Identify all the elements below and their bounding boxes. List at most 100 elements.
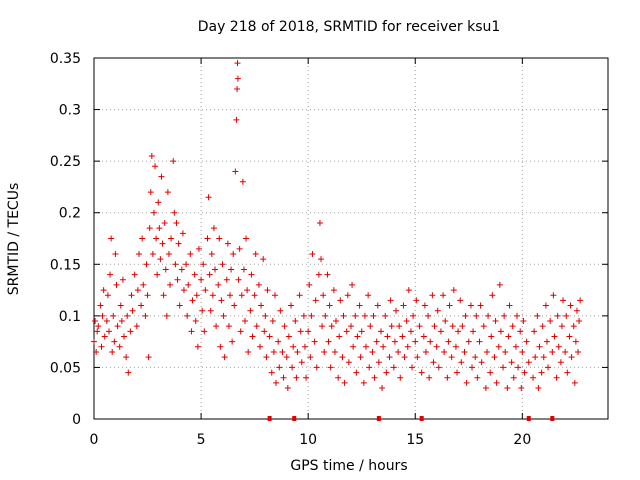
data-point (449, 323, 456, 330)
gap-markers (267, 416, 555, 421)
data-point (117, 302, 124, 309)
data-point (91, 338, 97, 345)
data-point (450, 287, 457, 294)
data-point (496, 281, 503, 288)
data-point (407, 328, 414, 335)
y-tick-label: 0.3 (59, 103, 81, 119)
data-point (380, 343, 387, 350)
data-point (365, 292, 372, 299)
data-point (290, 343, 297, 350)
data-point (366, 364, 373, 371)
data-point (303, 374, 310, 381)
data-point (315, 271, 322, 278)
data-point (348, 323, 354, 330)
data-point (331, 348, 338, 355)
data-point (248, 271, 255, 278)
data-point (275, 338, 282, 345)
data-point (97, 302, 104, 309)
data-point (183, 261, 190, 268)
data-point (328, 323, 335, 330)
data-point (462, 312, 469, 319)
data-point (384, 333, 391, 340)
data-point (429, 292, 436, 299)
data-point (560, 297, 567, 304)
data-point (173, 220, 180, 227)
data-point (131, 271, 138, 278)
data-point (149, 250, 156, 257)
data-point (200, 261, 207, 268)
data-point (375, 359, 382, 366)
data-point (316, 220, 323, 227)
data-point (269, 318, 276, 325)
data-point (237, 328, 244, 335)
data-point (341, 379, 348, 386)
data-point (241, 318, 248, 325)
data-point (463, 379, 470, 386)
data-point (144, 292, 151, 299)
data-point (179, 230, 186, 237)
data-point (176, 302, 183, 309)
data-point (340, 312, 347, 319)
data-point (150, 209, 157, 216)
data-point (289, 364, 296, 371)
data-point (430, 359, 437, 366)
data-point (116, 343, 123, 350)
data-point (270, 348, 277, 355)
data-point (180, 287, 187, 294)
data-point (500, 364, 507, 371)
data-point (354, 333, 361, 340)
data-point (404, 343, 411, 350)
data-point (550, 292, 557, 299)
data-point (572, 338, 579, 345)
data-point (306, 281, 313, 288)
data-point (100, 287, 107, 294)
data-point (233, 116, 240, 123)
data-point (188, 328, 195, 335)
data-point (253, 323, 260, 330)
data-point (324, 271, 331, 278)
data-point (485, 312, 492, 319)
data-point (251, 292, 258, 299)
data-point (477, 302, 484, 309)
data-point (330, 287, 337, 294)
data-point (326, 302, 333, 309)
data-point (567, 302, 574, 309)
data-point (213, 323, 220, 330)
data-point (296, 292, 303, 299)
data-point (344, 292, 351, 299)
data-point (104, 292, 111, 299)
data-point (266, 333, 273, 340)
gap-marker (526, 416, 531, 421)
data-point (143, 261, 150, 268)
data-point (119, 276, 126, 283)
data-point (390, 364, 397, 371)
data-point (191, 271, 198, 278)
data-point (531, 328, 538, 335)
data-point (236, 245, 243, 252)
data-point (118, 318, 125, 325)
data-point (247, 307, 254, 314)
data-point (322, 312, 329, 319)
data-point (482, 385, 489, 392)
data-point (383, 369, 390, 376)
data-point (113, 281, 120, 288)
data-point (201, 328, 208, 335)
data-point (252, 250, 259, 257)
data-point (187, 250, 194, 257)
data-point (350, 343, 357, 350)
data-point (103, 318, 110, 325)
data-point (478, 359, 485, 366)
data-point (434, 307, 441, 314)
data-point (93, 348, 100, 355)
data-point (285, 333, 292, 340)
data-point (229, 338, 236, 345)
data-point (454, 369, 461, 376)
data-point (353, 369, 360, 376)
data-point (277, 307, 284, 314)
data-point (292, 318, 299, 325)
data-point (293, 374, 300, 381)
data-point (400, 302, 407, 309)
data-point (220, 312, 227, 319)
data-point (325, 338, 332, 345)
data-point (491, 354, 498, 361)
